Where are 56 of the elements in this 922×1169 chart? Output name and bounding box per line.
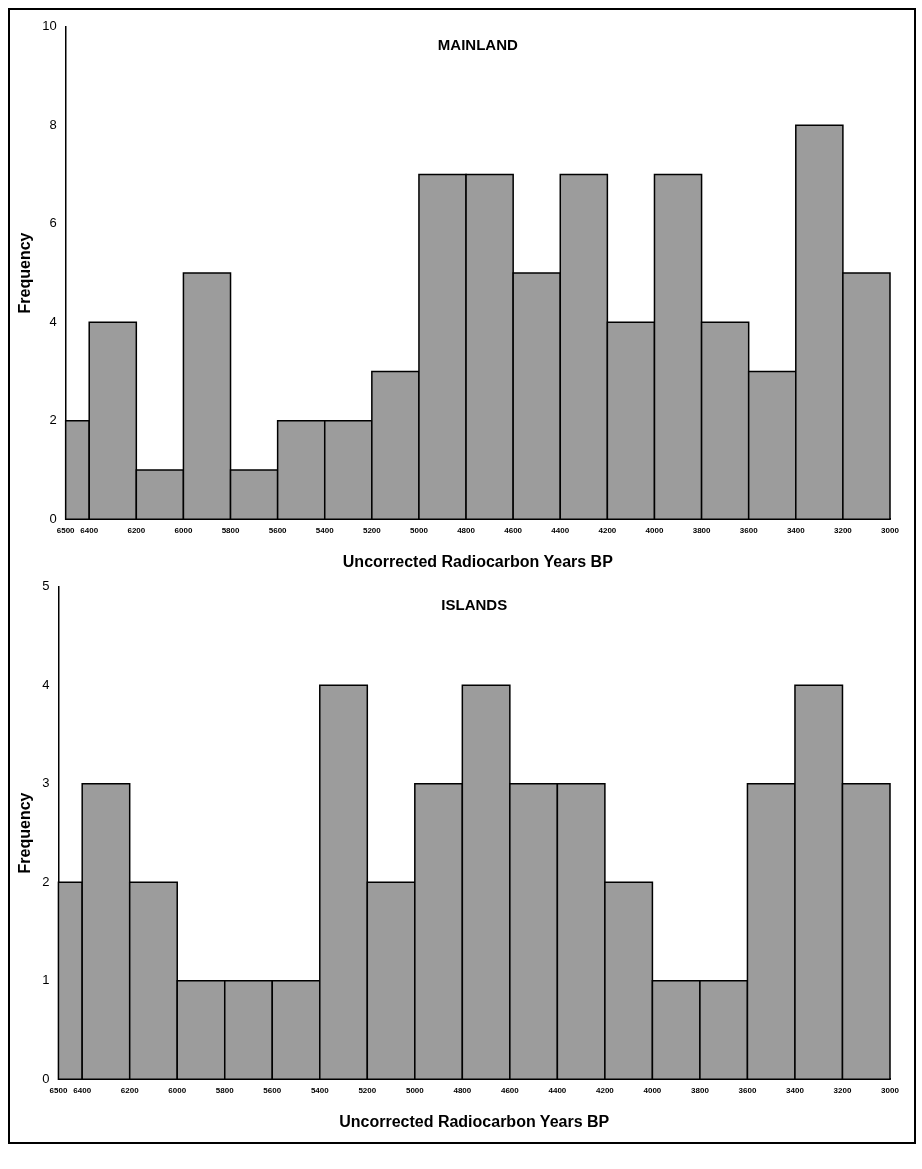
x-tick-label: 3000	[881, 1086, 900, 1096]
x-tick-label: 6200	[127, 526, 146, 536]
x-tick-label: 3000	[881, 526, 900, 536]
text: ISLANDS	[441, 596, 508, 614]
x-tick-label: 6000	[168, 1086, 187, 1096]
x-tick-label: 3400	[786, 1086, 805, 1096]
y-tick-label: 1	[42, 972, 50, 988]
x-tick-label: 6500	[56, 526, 76, 536]
x-tick-label: 3600	[739, 526, 759, 536]
y-tick-label: 10	[42, 18, 57, 34]
y-tick-label: 8	[49, 116, 57, 132]
x-tick-label: 6400	[80, 526, 99, 536]
x-tick-label: 3400	[786, 526, 806, 536]
x-tick-label: 3200	[833, 1086, 852, 1096]
x-tick-label: 4800	[453, 1086, 472, 1096]
x-tick-label: 4400	[551, 526, 570, 536]
x-tick-label: 3800	[692, 526, 712, 536]
y-tick-label: 2	[49, 412, 57, 428]
x-tick-label: 3600	[738, 1086, 757, 1096]
y-axis-title: Frequency	[16, 232, 34, 314]
x-tick-label: 5600	[268, 526, 288, 536]
x-tick-label: 6200	[120, 1086, 140, 1096]
y-tick-label: 4	[49, 313, 57, 329]
y-tick-label: 4	[42, 676, 50, 692]
x-tick-label: 5000	[410, 526, 429, 536]
y-tick-label: 2	[42, 873, 50, 889]
x-tick-label: 5200	[358, 1086, 377, 1096]
y-tick-label: 0	[49, 510, 57, 526]
y-tick-label: 6	[49, 215, 57, 231]
x-tick-label: 4400	[548, 1086, 567, 1096]
text: MAINLAND	[437, 36, 518, 54]
x-tick-label: 3200	[834, 526, 853, 536]
x-tick-label: 5600	[263, 1086, 282, 1096]
y-tick-label: 0	[42, 1070, 50, 1086]
x-tick-label: 6400	[73, 1086, 92, 1096]
x-tick-label: 4000	[645, 526, 664, 536]
x-tick-label: 5000	[405, 1086, 425, 1096]
x-axis-title: Uncorrected Radiocarbon Years BP	[339, 1112, 610, 1130]
x-tick-label: 4800	[457, 526, 476, 536]
x-tick-label: 5400	[310, 1086, 330, 1096]
x-tick-label: 5800	[215, 1086, 235, 1096]
x-tick-label: 4200	[595, 1086, 615, 1096]
x-tick-label: 4000	[643, 1086, 662, 1096]
x-axis-title: Uncorrected Radiocarbon Years BP	[342, 552, 614, 570]
x-tick-label: 4600	[500, 1086, 520, 1096]
y-axis-title: Frequency	[16, 792, 34, 874]
x-tick-label: 3800	[691, 1086, 710, 1096]
x-tick-label: 5800	[221, 526, 240, 536]
x-tick-label: 6000	[174, 526, 193, 536]
y-tick-label: 3	[42, 775, 50, 791]
x-tick-label: 4200	[598, 526, 617, 536]
x-tick-label: 6500	[49, 1086, 68, 1096]
x-tick-label: 5400	[315, 526, 335, 536]
x-tick-label: 4600	[504, 526, 523, 536]
y-tick-label: 5	[42, 578, 50, 594]
x-tick-label: 5200	[362, 526, 382, 536]
